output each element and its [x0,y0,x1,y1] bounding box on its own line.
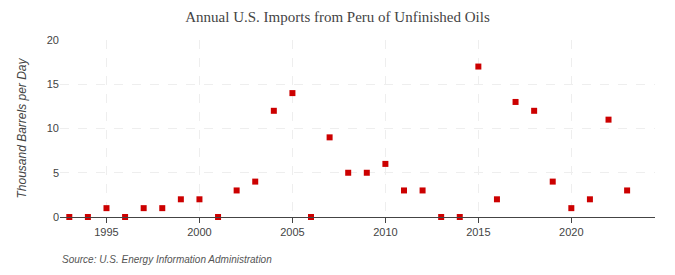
svg-text:2010: 2010 [373,226,397,238]
svg-text:2020: 2020 [559,226,583,238]
svg-text:Thousand Barrels per Day: Thousand Barrels per Day [15,57,29,198]
svg-text:2000: 2000 [187,226,211,238]
svg-text:0: 0 [53,211,59,223]
svg-text:1995: 1995 [94,226,118,238]
svg-text:5: 5 [53,167,59,179]
svg-text:Annual U.S. Imports from Peru: Annual U.S. Imports from Peru of Unfinis… [185,9,490,25]
svg-text:2005: 2005 [280,226,304,238]
svg-text:Source: U.S. Energy Informatio: Source: U.S. Energy Information Administ… [62,254,272,265]
svg-text:15: 15 [47,78,59,90]
svg-text:2015: 2015 [466,226,490,238]
svg-text:20: 20 [47,34,59,46]
svg-text:10: 10 [47,122,59,134]
